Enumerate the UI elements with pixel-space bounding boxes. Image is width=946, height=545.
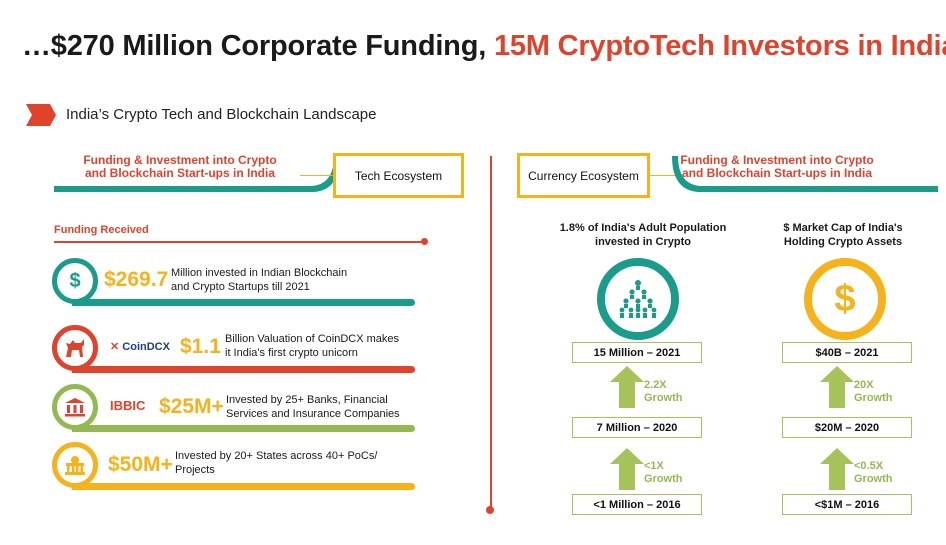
title-main: …$270 Million Corporate Funding, bbox=[22, 30, 487, 62]
market-cap-heading: $ Market Cap of India's Holding Crypto A… bbox=[783, 222, 903, 248]
currency-ecosystem-label: Currency Ecosystem bbox=[528, 168, 639, 183]
row-description: Million invested in Indian Blockchain an… bbox=[171, 267, 348, 293]
title-highlight: 15M CryptoTech Investors in India bbox=[493, 30, 946, 62]
market-cap-growth-recent: 20X Growth bbox=[854, 379, 893, 404]
right-banner-line2: and Blockchain Start-ups in India bbox=[681, 166, 873, 180]
right-banner-swoosh bbox=[672, 156, 938, 192]
funding-rule bbox=[54, 241, 426, 243]
currency-ecosystem-box: Currency Ecosystem bbox=[517, 153, 650, 198]
growth-arrow-icon bbox=[610, 448, 644, 490]
funding-row-ibbic: IBBIC $25M+ Invested by 25+ Banks, Finan… bbox=[50, 382, 415, 438]
funding-row-coindcx: ✕ CoinDCX $1.1 Billion Valuation of Coin… bbox=[50, 323, 415, 379]
row-underbar bbox=[72, 366, 415, 373]
dollar-icon: $ bbox=[52, 258, 98, 304]
government-building-icon bbox=[52, 442, 98, 488]
page-title: …$270 Million Corporate Funding, 15M Cry… bbox=[22, 30, 946, 63]
growth-arrow-icon bbox=[820, 366, 854, 408]
row-description: Invested by 25+ Banks, Financial Service… bbox=[226, 394, 400, 420]
left-banner-swoosh bbox=[54, 156, 340, 192]
right-banner-line1: Funding & Investment into Crypto bbox=[680, 153, 874, 167]
dollar-coin-icon: $ bbox=[804, 258, 886, 340]
funding-rule-dot bbox=[421, 238, 428, 245]
funding-row-startups: $ $269.7 Million invested in Indian Bloc… bbox=[50, 256, 415, 312]
row-underbar bbox=[72, 299, 415, 306]
funding-row-states: $50M+ Invested by 20+ States across 40+ … bbox=[50, 440, 415, 496]
vertical-divider bbox=[490, 156, 492, 510]
left-banner-line1: Funding & Investment into Crypto bbox=[83, 153, 277, 167]
population-2020: 7 Million – 2020 bbox=[572, 417, 702, 438]
left-banner-title: Funding & Investment into Crypto and Blo… bbox=[70, 154, 290, 180]
population-growth-early: <1X Growth bbox=[644, 460, 683, 485]
funding-heading: Funding Received bbox=[54, 224, 149, 236]
tech-ecosystem-box: Tech Ecosystem bbox=[333, 153, 464, 198]
row-amount: $1.1 bbox=[180, 335, 221, 358]
row-amount: $50M+ bbox=[108, 453, 173, 476]
right-banner-title: Funding & Investment into Crypto and Blo… bbox=[672, 154, 882, 180]
ibbic-logo: IBBIC bbox=[110, 398, 146, 413]
people-group-icon bbox=[597, 258, 679, 340]
population-2021: 15 Million – 2021 bbox=[572, 342, 702, 363]
row-underbar bbox=[72, 483, 415, 490]
right-connector bbox=[650, 175, 680, 176]
section-label: India’s Crypto Tech and Blockchain Lands… bbox=[66, 106, 377, 123]
section-flag-icon bbox=[26, 104, 56, 126]
market-cap-2020: $20M – 2020 bbox=[782, 417, 912, 438]
growth-arrow-icon bbox=[610, 366, 644, 408]
row-amount: $25M+ bbox=[159, 395, 224, 418]
left-banner-line2: and Blockchain Start-ups in India bbox=[84, 166, 276, 180]
divider-end-dot bbox=[486, 506, 494, 514]
row-underbar bbox=[72, 425, 415, 432]
market-cap-2016: <$1M – 2016 bbox=[782, 494, 912, 515]
row-amount: $269.7 bbox=[104, 268, 169, 291]
population-2016: <1 Million – 2016 bbox=[572, 494, 702, 515]
unicorn-icon bbox=[52, 325, 98, 371]
row-description: Invested by 20+ States across 40+ PoCs/ … bbox=[175, 450, 378, 476]
coindcx-brand-text: CoinDCX bbox=[122, 341, 170, 353]
tech-ecosystem-label: Tech Ecosystem bbox=[354, 168, 443, 183]
coindcx-logo: ✕ CoinDCX bbox=[110, 341, 170, 353]
left-connector bbox=[300, 175, 333, 176]
market-cap-2021: $40B – 2021 bbox=[782, 342, 912, 363]
population-growth-recent: 2.2X Growth bbox=[644, 379, 683, 404]
row-description: Billion Valuation of CoinDCX makes it In… bbox=[225, 333, 400, 359]
growth-arrow-icon bbox=[820, 448, 854, 490]
population-heading: 1.8% of India's Adult Population investe… bbox=[559, 222, 727, 248]
bank-icon bbox=[52, 384, 98, 430]
market-cap-growth-early: <0.5X Growth bbox=[854, 460, 893, 485]
